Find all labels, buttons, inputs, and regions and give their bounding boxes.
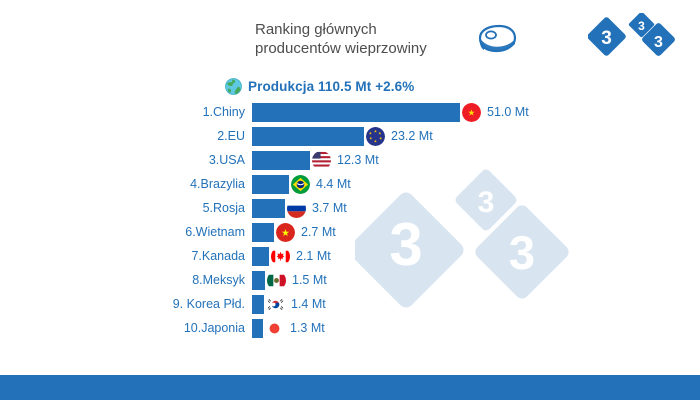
bar-zone: 3.7 Mt xyxy=(252,196,347,220)
flag-russia-icon xyxy=(287,198,306,218)
svg-text:3: 3 xyxy=(638,19,645,33)
svg-text:★: ★ xyxy=(369,131,373,135)
production-bar[interactable] xyxy=(252,318,263,338)
country-label: 6.Wietnam xyxy=(185,225,245,239)
value-label: 1.4 Mt xyxy=(291,297,326,311)
country-label: 9. Korea Płd. xyxy=(172,297,245,311)
country-label: 2.EU xyxy=(217,129,245,143)
country-label: 1.Chiny xyxy=(202,105,245,119)
subtitle-row: Produkcja 110.5 Mt +2.6% xyxy=(225,76,414,96)
production-bar[interactable] xyxy=(252,270,265,290)
country-label: 5.Rosja xyxy=(202,201,245,215)
country-label: 3.USA xyxy=(208,153,245,167)
flag-china-icon: ★ xyxy=(462,102,481,122)
page-title-line-2: producentów wieprzowiny xyxy=(255,40,427,57)
bar-zone: ★ ★ ★ ★ ★ ★ 23.2 Mt xyxy=(252,124,433,148)
chart-row: 3.USA 12.3 Mt xyxy=(0,148,700,172)
svg-text:★: ★ xyxy=(468,107,476,117)
chart-row: 4.Brazylia 4.4 Mt xyxy=(0,172,700,196)
bar-zone: ★ 51.0 Mt xyxy=(252,100,529,124)
svg-text:★: ★ xyxy=(281,227,290,238)
flag-canada-icon xyxy=(271,246,290,266)
value-label: 2.7 Mt xyxy=(301,225,336,239)
flag-european-union-icon: ★ ★ ★ ★ ★ ★ xyxy=(366,126,385,146)
flag-mexico-icon xyxy=(267,270,286,290)
footer-bar xyxy=(0,375,700,400)
country-label: 7.Kanada xyxy=(191,249,245,263)
value-label: 1.3 Mt xyxy=(290,321,325,335)
value-label: 2.1 Mt xyxy=(296,249,331,263)
bar-zone: 1.4 Mt xyxy=(252,292,326,316)
production-bar[interactable] xyxy=(252,246,269,266)
production-bar[interactable] xyxy=(252,198,285,218)
flag-brazil-icon xyxy=(291,174,310,194)
chart-row: 7.Kanada 2.1 Mt xyxy=(0,244,700,268)
chart-row: 6.Wietnam ★ 2.7 Mt xyxy=(0,220,700,244)
chart-row: 10.Japonia 1.3 Mt xyxy=(0,316,700,340)
chart-row: 1.Chiny ★ 51.0 Mt xyxy=(0,100,700,124)
svg-text:★: ★ xyxy=(374,139,378,143)
page-title-line-1: Ranking głównych xyxy=(255,21,377,38)
bar-zone: 1.5 Mt xyxy=(252,268,327,292)
chart-row: 2.EU ★ ★ ★ ★ ★ ★ 23.2 Mt xyxy=(0,124,700,148)
bar-zone: 12.3 Mt xyxy=(252,148,379,172)
value-label: 23.2 Mt xyxy=(391,129,433,143)
svg-text:★: ★ xyxy=(378,131,382,135)
flag-south-korea-icon xyxy=(266,294,285,314)
svg-text:★: ★ xyxy=(374,129,378,133)
production-bar[interactable] xyxy=(252,222,274,242)
flag-usa-icon xyxy=(312,150,331,170)
value-label: 12.3 Mt xyxy=(337,153,379,167)
svg-text:3: 3 xyxy=(654,34,663,51)
svg-text:3: 3 xyxy=(601,28,612,49)
production-summary-text: Produkcja 110.5 Mt +2.6% xyxy=(248,78,415,94)
country-label: 8.Meksyk xyxy=(192,273,245,287)
ranking-bar-chart: 1.Chiny ★ 51.0 Mt 2.EU ★ ★ ★ ★ ★ ★ 23.2 Mt 3.USA 12.… xyxy=(0,100,700,340)
country-label: 4.Brazylia xyxy=(190,177,245,191)
production-bar[interactable] xyxy=(252,102,460,122)
bar-zone: 1.3 Mt xyxy=(252,316,325,340)
country-label: 10.Japonia xyxy=(183,321,245,335)
bar-zone: ★ 2.7 Mt xyxy=(252,220,336,244)
value-label: 4.4 Mt xyxy=(316,177,351,191)
page-title: Ranking głównych producentów wieprzowiny xyxy=(255,20,470,58)
production-bar[interactable] xyxy=(252,174,289,194)
svg-text:★: ★ xyxy=(379,136,383,140)
value-label: 1.5 Mt xyxy=(292,273,327,287)
brand-logo-333[interactable]: 3 3 3 xyxy=(587,11,684,59)
svg-text:★: ★ xyxy=(369,136,373,140)
flag-japan-icon xyxy=(265,318,284,338)
header: Ranking głównych producentów wieprzowiny… xyxy=(0,0,700,72)
chart-row: 8.Meksyk 1.5 Mt xyxy=(0,268,700,292)
chart-row: 9. Korea Płd. 1.4 Mt xyxy=(0,292,700,316)
chart-row: 5.Rosja 3.7 Mt xyxy=(0,196,700,220)
production-bar[interactable] xyxy=(252,126,364,146)
value-label: 3.7 Mt xyxy=(312,201,347,215)
bar-zone: 4.4 Mt xyxy=(252,172,351,196)
production-bar[interactable] xyxy=(252,294,264,314)
bar-zone: 2.1 Mt xyxy=(252,244,331,268)
production-bar[interactable] xyxy=(252,150,310,170)
flag-vietnam-icon: ★ xyxy=(276,222,295,242)
value-label: 51.0 Mt xyxy=(487,105,529,119)
globe-icon xyxy=(225,77,242,95)
pork-cut-icon xyxy=(473,22,519,58)
